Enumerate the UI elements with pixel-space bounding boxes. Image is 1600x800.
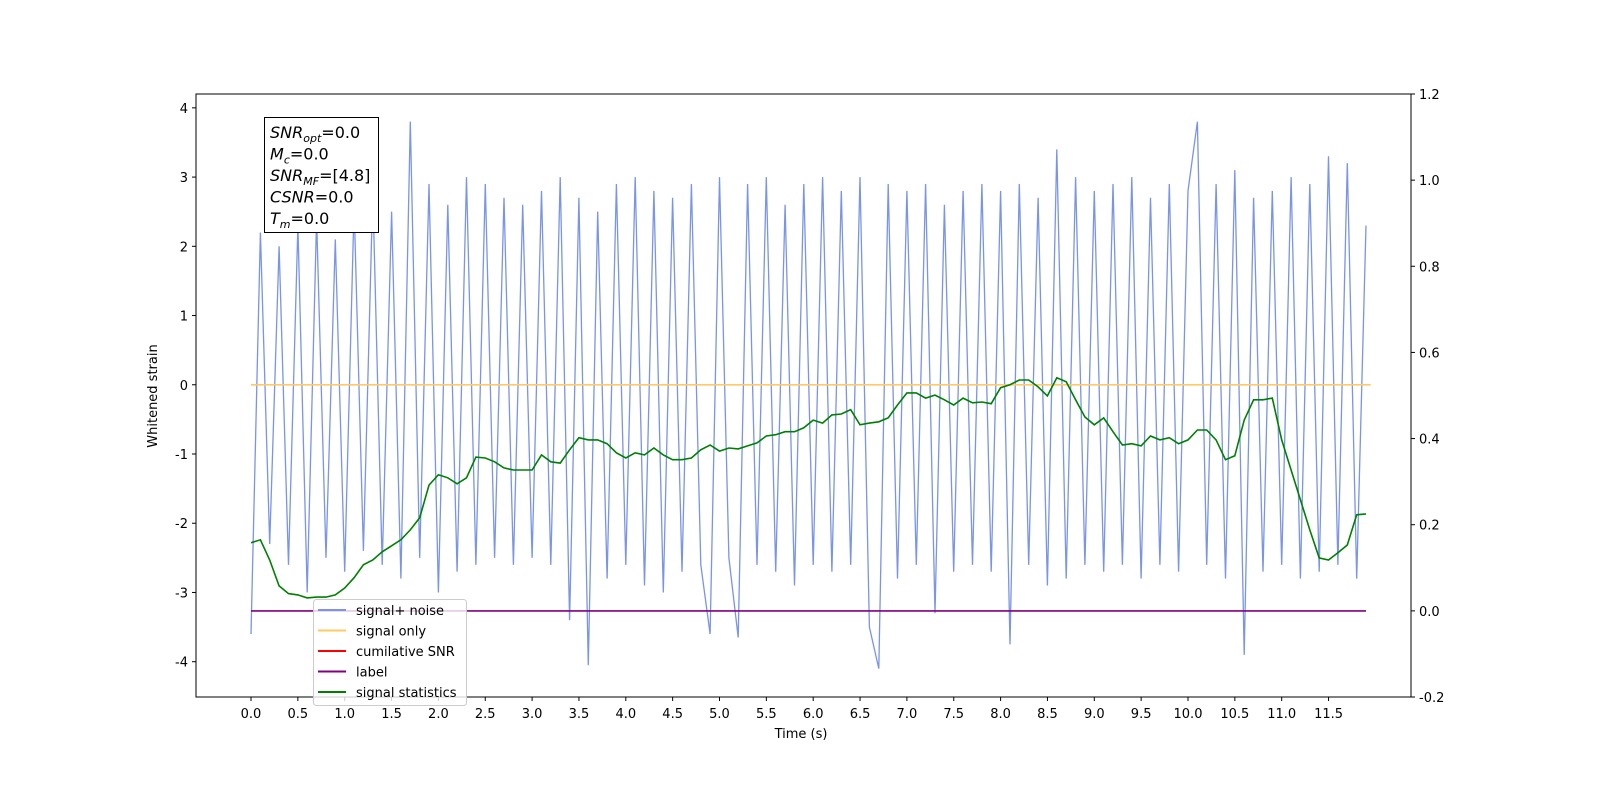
stats-value: =0.0	[291, 209, 330, 228]
y-axis-label: Whitened strain	[146, 344, 161, 447]
legend-label: signal statistics	[356, 686, 457, 701]
y2-tick-label: -0.2	[1419, 691, 1444, 706]
y-tick-label: 4	[180, 102, 188, 117]
x-tick-label: 8.0	[990, 707, 1011, 722]
series-line	[250, 121, 1367, 669]
x-tick-label: 6.5	[850, 707, 871, 722]
x-tick-label: 3.0	[522, 707, 543, 722]
stats-line: SNRopt=0.0	[270, 123, 360, 145]
y-tick-label: 2	[180, 240, 188, 255]
stats-symbol: T	[270, 209, 281, 228]
legend-label: signal+ noise	[356, 604, 444, 619]
x-tick-label: 4.5	[662, 707, 683, 722]
y2-tick-label: 0.4	[1419, 433, 1440, 448]
stats-value: =0.0	[315, 188, 354, 207]
legend-label: label	[356, 666, 387, 681]
x-tick-label: 11.0	[1267, 707, 1296, 722]
x-tick-label: 8.5	[1037, 707, 1058, 722]
legend: signal+ noise signal only cumilative SNR la…	[313, 599, 467, 706]
y-tick-label: -1	[175, 448, 188, 463]
stats-line: Tm=0.0	[270, 209, 329, 231]
x-tick-label: 4.0	[615, 707, 636, 722]
stats-value: =0.0	[290, 145, 329, 164]
stats-subscript: c	[284, 154, 290, 167]
stats-symbol: SNR	[270, 166, 303, 185]
x-tick-label: 7.0	[897, 707, 918, 722]
y2-tick-label: 0.8	[1419, 260, 1440, 275]
stats-box-frame	[264, 117, 379, 233]
stats-subscript: MF	[303, 175, 319, 188]
stats-box: SNRopt=0.0Mc=0.0SNRMF=[4.8]CSNR=0.0Tm=0.…	[264, 117, 379, 233]
stats-symbol: SNR	[270, 123, 303, 142]
legend-label: cumilative SNR	[356, 645, 455, 660]
x-tick-label: 6.0	[803, 707, 824, 722]
y2-tick-label: 0.0	[1419, 605, 1440, 620]
x-tick-label: 5.0	[709, 707, 730, 722]
y2-tick-label: 0.2	[1419, 519, 1440, 534]
x-tick-label: 3.5	[569, 707, 590, 722]
stats-symbol: M	[270, 145, 284, 164]
x-tick-label: 1.5	[381, 707, 402, 722]
x-axis-label: Time (s)	[774, 727, 828, 742]
x-tick-label: 9.0	[1084, 707, 1105, 722]
stats-line: SNRMF=[4.8]	[270, 166, 370, 188]
y2-tick-label: 1.2	[1419, 88, 1440, 103]
y-tick-label: -2	[175, 517, 188, 532]
x-tick-label: 10.5	[1220, 707, 1249, 722]
series-line	[250, 376, 1367, 599]
x-tick-label: 2.5	[475, 707, 496, 722]
stats-subscript: opt	[303, 132, 322, 145]
y2-tick-label: 0.6	[1419, 346, 1440, 361]
y-tick-label: -3	[175, 586, 188, 601]
x-tick-label: 9.5	[1131, 707, 1152, 722]
x-tick-label: 10.0	[1174, 707, 1203, 722]
legend-frame	[313, 599, 467, 706]
stats-symbol: CSNR	[270, 188, 315, 207]
x-tick-label: 0.0	[241, 707, 262, 722]
x-tick-label: 2.0	[428, 707, 449, 722]
y-tick-label: -4	[175, 656, 188, 671]
stats-value: =0.0	[321, 123, 360, 142]
y-tick-label: 0	[180, 379, 188, 394]
legend-label: signal only	[356, 625, 426, 640]
plot-frame	[195, 93, 1412, 698]
y-tick-label: 1	[180, 310, 188, 325]
x-tick-label: 7.5	[943, 707, 964, 722]
stats-line: Mc=0.0	[270, 145, 329, 167]
x-tick-label: 11.5	[1314, 707, 1343, 722]
y-tick-label: 3	[180, 171, 188, 186]
stats-subscript: m	[280, 218, 291, 231]
x-tick-label: 1.0	[334, 707, 355, 722]
stats-line: CSNR=0.0	[270, 188, 354, 207]
y2-tick-label: 1.0	[1419, 174, 1440, 189]
x-tick-label: 5.5	[756, 707, 777, 722]
x-tick-label: 0.5	[288, 707, 309, 722]
stats-value: =[4.8]	[319, 166, 370, 185]
